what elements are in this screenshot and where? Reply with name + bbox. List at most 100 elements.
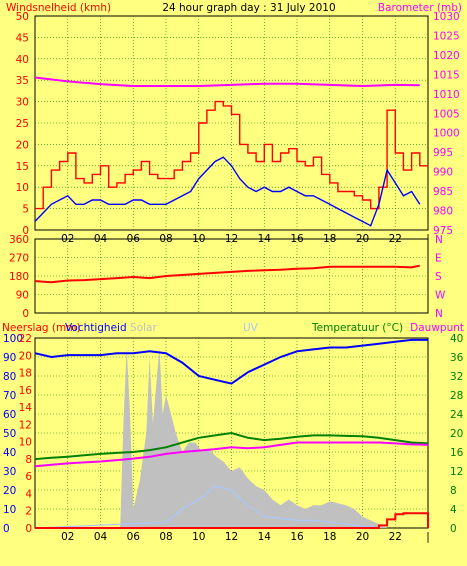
barometer-tick-label: 1025 — [433, 30, 460, 42]
barometer-tick-label: 1010 — [433, 89, 460, 101]
barometer-tick-label: 1020 — [433, 50, 460, 62]
direction-series — [34, 264, 421, 284]
humidity-tick-label: 60 — [3, 409, 16, 421]
humidity-tick-label: 90 — [3, 352, 16, 364]
hour-tick-label: 14 — [258, 531, 272, 543]
compass-tick-label: E — [435, 253, 442, 265]
direction-tick-label: 360 — [9, 234, 29, 246]
compass-tick-label: N — [435, 308, 443, 320]
hour-tick-label: 16 — [290, 233, 304, 245]
uv-label: UV — [243, 322, 259, 334]
solar-area — [35, 347, 388, 528]
wind-tick-label: 20 — [16, 139, 29, 151]
hour-tick-label: 22 — [389, 531, 402, 543]
wind-tick-label: 50 — [16, 11, 29, 23]
barometer-tick-label: 990 — [433, 167, 453, 179]
wind-grid — [35, 16, 428, 230]
axis-labels: 0510152025303540455097598098599099510001… — [3, 11, 464, 543]
wind-tick-label: 35 — [16, 75, 29, 87]
rain-tick-label: 8 — [25, 454, 32, 466]
barometer-tick-label: 975 — [433, 225, 453, 237]
rain-tick-label: 16 — [19, 385, 33, 397]
humidity-tick-label: 20 — [3, 485, 16, 497]
temperature-tick-label: 24 — [450, 409, 464, 421]
hour-tick-label: 18 — [323, 233, 336, 245]
rain-line — [35, 512, 429, 529]
humidity-label: Vochtigheid — [65, 322, 127, 334]
dewpoint-line — [34, 441, 429, 468]
barometer-tick-label: 1030 — [433, 11, 460, 23]
temperature-tick-label: 4 — [450, 504, 457, 516]
hour-tick-label: 08 — [159, 233, 172, 245]
hour-tick-label: | — [426, 531, 430, 543]
hour-tick-label: 22 — [389, 233, 402, 245]
humidity-tick-label: 0 — [3, 523, 10, 535]
temperature-tick-label: 32 — [450, 371, 463, 383]
hour-tick-label: 06 — [127, 531, 141, 543]
rain-tick-label: 20 — [19, 350, 32, 362]
wind-series — [34, 76, 428, 227]
temperature-tick-label: 12 — [450, 466, 463, 478]
hour-tick-label: 20 — [356, 233, 369, 245]
temperature-tick-label: 28 — [450, 390, 463, 402]
wind-avg-line — [34, 156, 421, 227]
wind-tick-label: 40 — [16, 54, 29, 66]
hour-tick-label: 10 — [192, 531, 205, 543]
direction-tick-label: 0 — [22, 308, 29, 320]
barometer-tick-label: 980 — [433, 206, 453, 218]
barometer-tick-label: 985 — [433, 186, 453, 198]
hour-tick-label: 12 — [225, 531, 238, 543]
humidity-tick-label: 30 — [3, 466, 16, 478]
wind-speed-label: Windsnelheid (kmh) — [6, 2, 111, 14]
wind-tick-label: 45 — [16, 32, 29, 44]
hour-tick-label: | — [426, 233, 430, 245]
chart-title: 24 hour graph day : 31 July 2010 — [162, 2, 335, 14]
humidity-line — [34, 338, 428, 385]
barometer-tick-label: 1015 — [433, 69, 460, 81]
temperature-label: Temperatuur (°C) — [311, 322, 403, 334]
humidity-tick-label: 40 — [3, 447, 16, 459]
rain-tick-label: 14 — [19, 402, 33, 414]
direction-tick-label: 270 — [9, 253, 29, 265]
temperature-tick-label: 20 — [450, 428, 463, 440]
rain-tick-label: 12 — [19, 419, 32, 431]
temperature-tick-label: 8 — [450, 485, 457, 497]
hour-tick-label: 12 — [225, 233, 238, 245]
hour-tick-label: 06 — [127, 233, 141, 245]
temperature-tick-label: 40 — [450, 333, 463, 345]
wind-tick-label: 5 — [22, 204, 29, 216]
humidity-tick-label: 70 — [3, 390, 16, 402]
hour-tick-label: 10 — [192, 233, 205, 245]
rain-label: Neerslag (mm) — [2, 322, 81, 334]
barometer-tick-label: 1000 — [433, 128, 460, 140]
humidity-tick-label: 80 — [3, 371, 16, 383]
uv-line — [34, 485, 379, 529]
barometer-tick-label: 995 — [433, 147, 453, 159]
hour-tick-label: 18 — [323, 531, 336, 543]
wind-tick-label: 15 — [16, 161, 29, 173]
rain-tick-label: 18 — [19, 368, 32, 380]
hour-tick-label: 04 — [94, 531, 108, 543]
hour-tick-label: 04 — [94, 233, 108, 245]
wind-tick-label: 10 — [16, 182, 29, 194]
temperature-tick-label: 36 — [450, 352, 464, 364]
wind-tick-label: 25 — [16, 118, 29, 130]
barometer-label: Barometer (mb) — [378, 2, 462, 14]
compass-tick-label: W — [435, 290, 446, 302]
wind-tick-label: 0 — [22, 225, 29, 237]
rain-tick-label: 0 — [25, 523, 32, 535]
hour-tick-label: 08 — [159, 531, 172, 543]
temperature-tick-label: 16 — [450, 447, 464, 459]
dewpoint-label: Dauwpunt — [410, 322, 464, 334]
climate-grid — [35, 338, 428, 528]
hour-tick-label: 16 — [290, 531, 304, 543]
rain-tick-label: 6 — [25, 471, 32, 483]
climate-series — [34, 338, 429, 529]
temperature-tick-label: 0 — [450, 523, 457, 535]
hour-tick-label: 14 — [258, 233, 272, 245]
rain-tick-label: 22 — [19, 333, 32, 345]
humidity-tick-label: 10 — [3, 504, 16, 516]
rain-tick-label: 2 — [25, 506, 32, 518]
wind-gust-line — [35, 100, 428, 210]
